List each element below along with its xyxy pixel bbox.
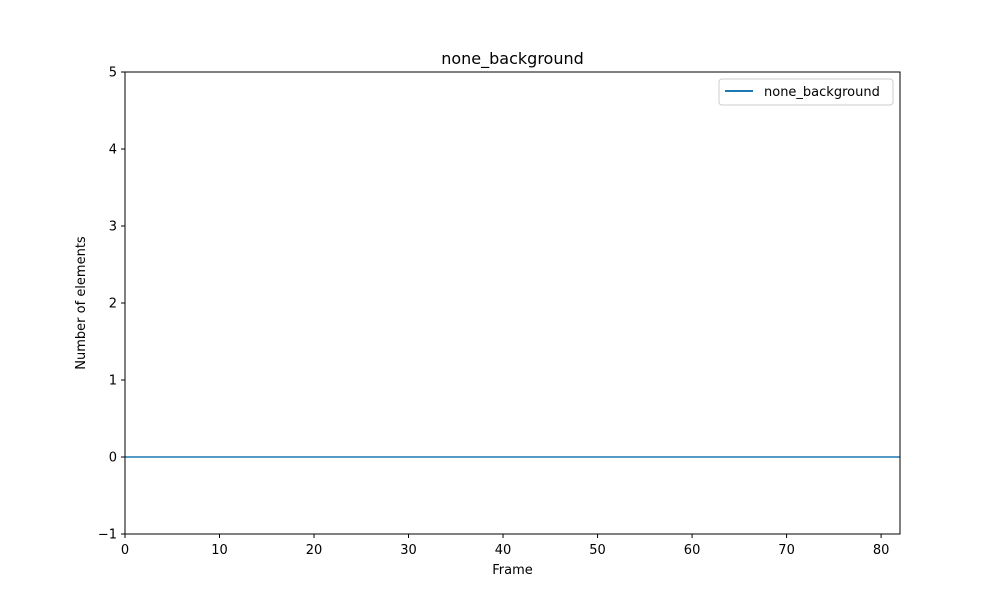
- y-tick-label: 2: [109, 297, 117, 312]
- legend[interactable]: none_background: [718, 78, 894, 106]
- x-axis-ticks: 0 10 20 30 40 50 60 70 80: [121, 534, 890, 558]
- y-tick-label: 1: [109, 374, 117, 389]
- x-tick-label: 40: [495, 543, 512, 558]
- legend-box: [718, 78, 894, 106]
- chart-title: none_background: [441, 49, 584, 69]
- legend-label: none_background: [764, 85, 880, 100]
- x-tick-label: 50: [589, 543, 606, 558]
- x-tick-label: 70: [778, 543, 795, 558]
- y-tick-label: 3: [109, 220, 117, 235]
- x-tick-label: 60: [684, 543, 701, 558]
- plot-frame: [124, 71, 901, 535]
- x-tick-label: 80: [873, 543, 890, 558]
- x-tick-label: 0: [121, 543, 129, 558]
- y-axis-label: Number of elements: [74, 236, 89, 370]
- x-axis-label: Frame: [492, 563, 533, 578]
- y-tick-label: 4: [109, 143, 117, 158]
- x-tick-label: 30: [400, 543, 417, 558]
- y-tick-label: −1: [98, 528, 117, 543]
- y-tick-label: 5: [109, 66, 117, 81]
- x-tick-label: 10: [211, 543, 228, 558]
- y-tick-label: 0: [109, 451, 117, 466]
- x-tick-label: 20: [306, 543, 323, 558]
- y-axis-ticks: −1 0 1 2 3 4 5: [98, 66, 125, 543]
